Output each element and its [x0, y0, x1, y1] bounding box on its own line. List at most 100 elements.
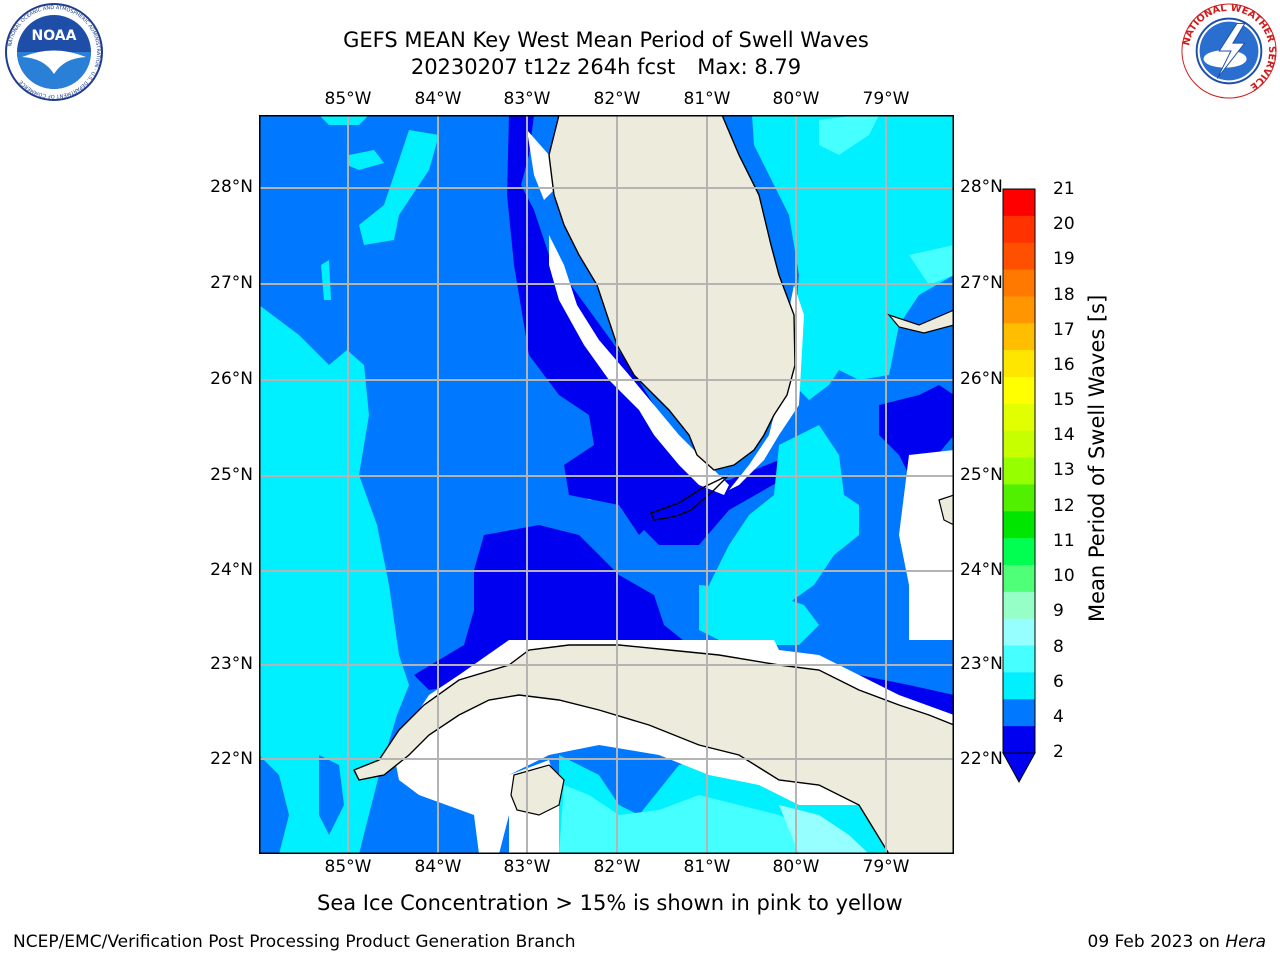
lat-label-right: 23°N — [960, 654, 1003, 674]
colorbar-band — [1003, 484, 1035, 512]
colorbar-tick-label: 6 — [1053, 672, 1064, 692]
lon-label-bottom: 84°W — [414, 857, 462, 877]
colorbar-band — [1003, 726, 1035, 754]
lon-label-top: 81°W — [683, 89, 731, 109]
colorbar-band — [1003, 430, 1035, 459]
footer-left: NCEP/EMC/Verification Post Processing Pr… — [13, 932, 576, 952]
map-area — [259, 115, 954, 854]
lat-label-left: 27°N — [210, 273, 253, 293]
colorbar-tick-label: 21 — [1053, 179, 1075, 199]
land-bahamas — [887, 309, 954, 334]
colorbar-tick-label: 12 — [1053, 496, 1075, 516]
lon-label-bottom: 82°W — [593, 857, 641, 877]
land-cuba — [353, 644, 954, 854]
colorbar-frame — [1002, 188, 1036, 754]
lat-label-right: 27°N — [960, 273, 1003, 293]
colorbar-extend-arrow — [1002, 752, 1036, 784]
ocean-lighter-south — [559, 785, 859, 854]
lat-label-right: 28°N — [960, 177, 1003, 197]
colorbar-tick-label: 14 — [1053, 425, 1075, 445]
land-isle-of-youth — [510, 764, 565, 816]
colorbar-band — [1003, 645, 1035, 673]
colorbar — [1002, 188, 1036, 784]
colorbar-band — [1003, 189, 1035, 217]
lon-label-bottom: 79°W — [862, 857, 910, 877]
sea-ice-note: Sea Ice Concentration > 15% is shown in … — [317, 891, 903, 915]
colorbar-tick-label: 18 — [1053, 285, 1075, 305]
chart-title: GEFS MEAN Key West Mean Period of Swell … — [343, 28, 869, 52]
colorbar-tick-label: 17 — [1053, 320, 1075, 340]
lon-label-top: 82°W — [593, 89, 641, 109]
ocean-patch-top — [319, 115, 369, 125]
footer-right: 09 Feb 2023 on Hera — [1088, 932, 1266, 952]
colorbar-band — [1003, 215, 1035, 244]
lat-label-right: 24°N — [960, 560, 1003, 580]
ocean-patch-thin — [321, 260, 331, 300]
colorbar-band — [1003, 296, 1035, 324]
footer-host: Hera — [1225, 932, 1266, 952]
nodata-coast-sw — [549, 235, 729, 495]
lon-label-bottom: 85°W — [324, 857, 372, 877]
footer-date: 09 Feb 2023 on — [1087, 932, 1226, 952]
ocean-light-keys — [709, 425, 859, 615]
lat-label-right: 25°N — [960, 465, 1003, 485]
colorbar-band — [1003, 565, 1035, 593]
lon-label-top: 80°W — [772, 89, 820, 109]
colorbar-band — [1003, 377, 1035, 405]
colorbar-band — [1003, 457, 1035, 485]
colorbar-band — [1003, 403, 1035, 432]
nodata-bahamas — [899, 450, 954, 640]
nws-logo: NATIONAL WEATHER SERVICE — [1181, 3, 1277, 99]
noaa-logo-text: NOAA — [32, 28, 77, 44]
lat-label-left: 22°N — [210, 749, 253, 769]
colorbar-tick-label: 13 — [1053, 460, 1075, 480]
lon-label-top: 84°W — [414, 89, 462, 109]
ocean-mid-sw — [259, 755, 289, 854]
lon-label-bottom: 83°W — [503, 857, 551, 877]
colorbar-label: Mean Period of Swell Waves [s] — [1085, 294, 1109, 622]
colorbar-tick-label: 11 — [1053, 531, 1075, 551]
forecast-label: 20230207 t12z 264h fcst — [410, 55, 676, 79]
ocean-light-west — [259, 305, 409, 854]
lon-label-top: 79°W — [862, 89, 910, 109]
colorbar-tick-label: 20 — [1053, 214, 1075, 234]
coast-keys — [650, 474, 730, 521]
colorbar-tick-label: 2 — [1053, 742, 1064, 762]
colorbar-band — [1003, 672, 1035, 700]
nodata-coast-nw — [527, 130, 559, 200]
land-andros — [938, 494, 954, 526]
lat-label-left: 25°N — [210, 465, 253, 485]
ocean-light-straits — [699, 585, 819, 645]
colorbar-band — [1003, 591, 1035, 620]
colorbar-band — [1003, 618, 1035, 647]
colorbar-band — [1003, 269, 1035, 297]
colorbar-band — [1003, 511, 1035, 539]
ocean-lighter-east — [909, 245, 954, 285]
colorbar-band — [1003, 242, 1035, 271]
colorbar-tick-label: 15 — [1053, 390, 1075, 410]
colorbar-tick-label: 16 — [1053, 355, 1075, 375]
colorbar-band — [1003, 538, 1035, 566]
lon-label-bottom: 81°W — [683, 857, 731, 877]
graticule — [259, 115, 954, 854]
lat-label-left: 26°N — [210, 369, 253, 389]
colorbar-tick-label: 19 — [1053, 249, 1075, 269]
colorbar-tick-label: 4 — [1053, 707, 1064, 727]
lat-label-right: 26°N — [960, 369, 1003, 389]
ocean-mid-patch — [319, 755, 344, 835]
colorbar-band — [1003, 350, 1035, 378]
lon-label-bottom: 80°W — [772, 857, 820, 877]
land-florida — [548, 115, 796, 471]
colorbar-tick-label: 8 — [1053, 637, 1064, 657]
ocean-lightest-south — [779, 805, 869, 854]
colorbar-tick-label: 10 — [1053, 566, 1075, 586]
lon-label-top: 85°W — [324, 89, 372, 109]
lat-label-left: 23°N — [210, 654, 253, 674]
ocean-lighter-east-top — [819, 115, 879, 155]
lon-label-top: 83°W — [503, 89, 551, 109]
max-value: Max: 8.79 — [697, 55, 802, 79]
ocean-patch-small — [347, 150, 384, 170]
map-frame — [259, 115, 954, 854]
colorbar-tick-label: 9 — [1053, 601, 1064, 621]
lat-label-left: 24°N — [210, 560, 253, 580]
